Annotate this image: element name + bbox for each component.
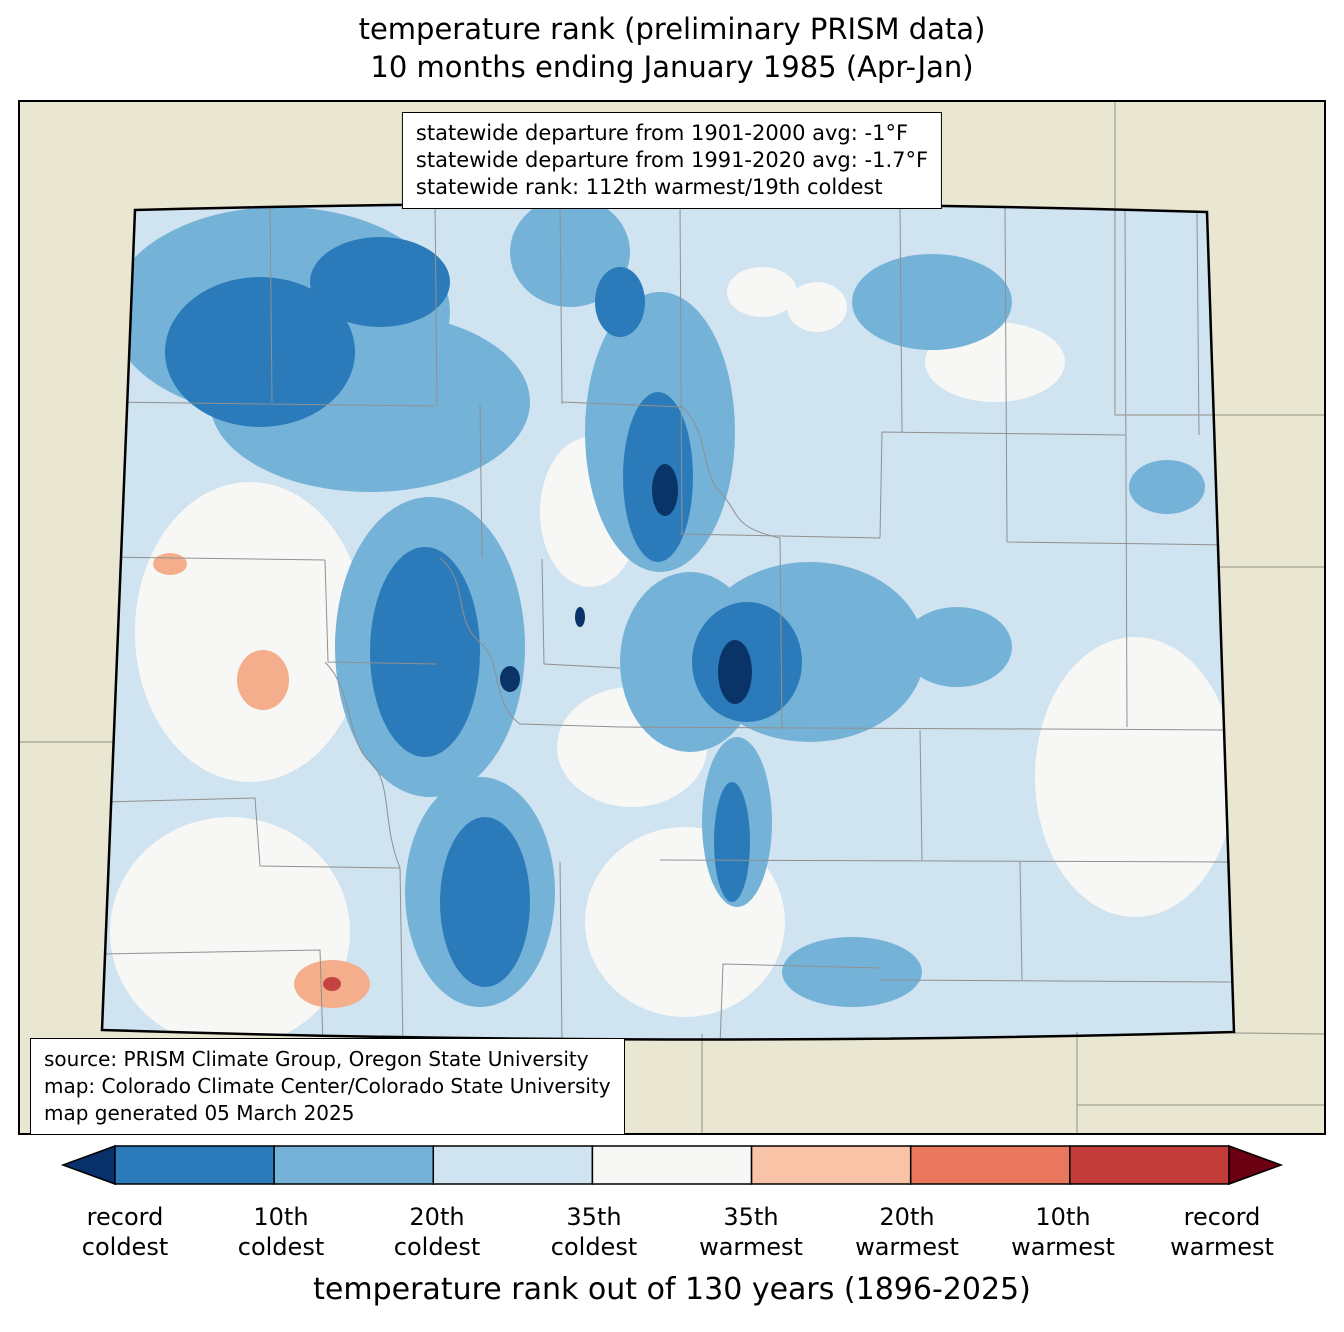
colorado-map bbox=[20, 102, 1324, 1133]
colorbar-segment-1 bbox=[114, 1145, 275, 1185]
map-title: temperature rank (preliminary PRISM data… bbox=[0, 10, 1344, 86]
county-borders bbox=[102, 203, 1234, 1040]
title-line-1: temperature rank (preliminary PRISM data… bbox=[358, 12, 986, 46]
colorbar-label-record-coldest: record coldest bbox=[81, 1203, 169, 1261]
stats-line-1: statewide departure from 1901-2000 avg: … bbox=[415, 121, 909, 145]
colorbar bbox=[60, 1144, 1284, 1186]
colorbar-label-10th-warmest: 10th warmest bbox=[1011, 1203, 1115, 1261]
colorbar-segment-4 bbox=[591, 1145, 753, 1185]
colorbar-segment-7 bbox=[1069, 1145, 1230, 1185]
colorbar-label-35th-warmest: 35th warmest bbox=[699, 1203, 803, 1261]
colorbar-labels: record coldest 10th coldest 20th coldest 35… bbox=[0, 1202, 1344, 1266]
colorbar-label-record-warmest: record warmest bbox=[1170, 1203, 1274, 1261]
colorbar-arrow-record-coldest bbox=[60, 1144, 116, 1186]
source-credit-box: source: PRISM Climate Group, Oregon Stat… bbox=[30, 1038, 625, 1135]
source-line-1: source: PRISM Climate Group, Oregon Stat… bbox=[44, 1047, 589, 1071]
colorbar-caption: temperature rank out of 130 years (1896-… bbox=[313, 1272, 1031, 1307]
stats-line-2: statewide departure from 1991-2020 avg: … bbox=[415, 148, 929, 172]
neighbor-state-borders bbox=[20, 102, 1324, 1133]
source-line-3: map generated 05 March 2025 bbox=[44, 1101, 355, 1125]
statewide-stats-box: statewide departure from 1901-2000 avg: … bbox=[401, 112, 943, 209]
record-cold-spots bbox=[500, 464, 752, 704]
source-line-2: map: Colorado Climate Center/Colorado St… bbox=[44, 1074, 611, 1098]
map-frame: statewide departure from 1901-2000 avg: … bbox=[18, 100, 1326, 1135]
colorbar-segment-5 bbox=[750, 1145, 912, 1185]
strong-blue-areas bbox=[165, 237, 802, 987]
title-line-2: 10 months ending January 1985 (Apr-Jan) bbox=[370, 50, 974, 84]
colorbar-label-20th-coldest: 20th coldest bbox=[393, 1203, 481, 1261]
stats-line-3: statewide rank: 112th warmest/19th colde… bbox=[415, 175, 883, 199]
colorbar-arrow-record-warmest bbox=[1228, 1144, 1284, 1186]
colorbar-segment-2 bbox=[273, 1145, 435, 1185]
colorbar-segment-6 bbox=[909, 1145, 1071, 1185]
colorbar-segment-3 bbox=[432, 1145, 594, 1185]
colorbar-label-20th-warmest: 20th warmest bbox=[855, 1203, 959, 1261]
colorbar-label-35th-coldest: 35th coldest bbox=[550, 1203, 638, 1261]
temperature-contours bbox=[102, 203, 1234, 1040]
colorbar-label-10th-coldest: 10th coldest bbox=[237, 1203, 325, 1261]
